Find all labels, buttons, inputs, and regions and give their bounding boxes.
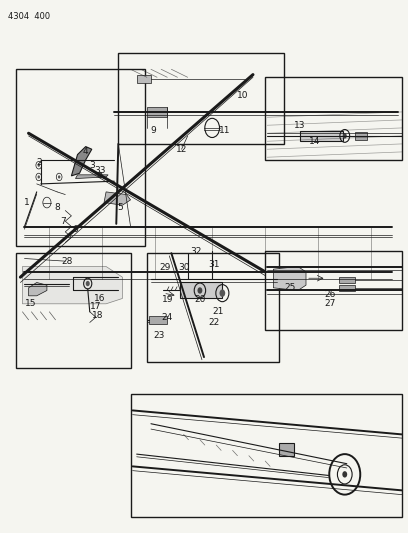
Bar xyxy=(180,282,222,298)
Text: 12: 12 xyxy=(176,145,187,154)
Text: 32: 32 xyxy=(190,247,202,256)
Bar xyxy=(300,131,343,141)
Text: 24: 24 xyxy=(162,313,173,321)
Bar xyxy=(149,316,167,324)
Circle shape xyxy=(86,281,90,286)
Text: 16: 16 xyxy=(94,294,106,303)
Polygon shape xyxy=(75,175,108,179)
Text: 11: 11 xyxy=(219,126,230,135)
Circle shape xyxy=(38,175,40,179)
Bar xyxy=(16,253,131,368)
Text: 9: 9 xyxy=(150,126,156,135)
Text: 25: 25 xyxy=(284,284,295,292)
Text: 21: 21 xyxy=(213,308,224,316)
Circle shape xyxy=(38,164,40,167)
Circle shape xyxy=(220,289,225,297)
Text: 1: 1 xyxy=(24,198,29,207)
Text: 28: 28 xyxy=(62,257,73,265)
Text: 26: 26 xyxy=(325,290,336,299)
Text: 13: 13 xyxy=(294,121,306,130)
Text: 27: 27 xyxy=(325,300,336,308)
Bar xyxy=(147,107,167,117)
Text: 7: 7 xyxy=(60,217,66,225)
Text: 15: 15 xyxy=(25,300,36,308)
Bar xyxy=(16,69,145,246)
Bar xyxy=(131,394,402,517)
Bar xyxy=(279,443,294,456)
Text: 19: 19 xyxy=(162,295,173,304)
Text: 4: 4 xyxy=(83,148,89,156)
Text: 20: 20 xyxy=(194,295,206,304)
Text: 33: 33 xyxy=(94,166,106,175)
Bar xyxy=(118,53,284,144)
Text: 18: 18 xyxy=(92,311,104,320)
Text: 17: 17 xyxy=(90,302,102,311)
Text: 4304  400: 4304 400 xyxy=(8,12,50,21)
Text: 6: 6 xyxy=(73,225,78,233)
Text: 14: 14 xyxy=(308,137,320,146)
Circle shape xyxy=(98,172,102,177)
Text: 10: 10 xyxy=(237,92,248,100)
Text: 2: 2 xyxy=(36,158,42,167)
Circle shape xyxy=(197,287,202,294)
Polygon shape xyxy=(104,192,131,205)
Bar xyxy=(265,251,402,330)
Polygon shape xyxy=(22,266,122,304)
Text: 23: 23 xyxy=(153,332,165,340)
Text: 31: 31 xyxy=(208,261,220,269)
Circle shape xyxy=(343,133,347,139)
Text: 5: 5 xyxy=(118,204,123,212)
Bar xyxy=(355,132,367,140)
Text: 3: 3 xyxy=(89,161,95,169)
Polygon shape xyxy=(29,282,47,296)
Circle shape xyxy=(58,175,60,179)
Text: 8: 8 xyxy=(54,204,60,212)
Bar xyxy=(137,75,151,83)
Bar xyxy=(339,277,355,283)
Bar xyxy=(265,77,402,160)
Text: 29: 29 xyxy=(160,263,171,272)
Bar xyxy=(147,253,279,362)
Bar xyxy=(339,285,355,291)
Text: 22: 22 xyxy=(208,318,220,327)
Polygon shape xyxy=(71,147,92,176)
Polygon shape xyxy=(273,266,306,290)
Text: 30: 30 xyxy=(178,263,189,272)
Circle shape xyxy=(342,471,347,478)
